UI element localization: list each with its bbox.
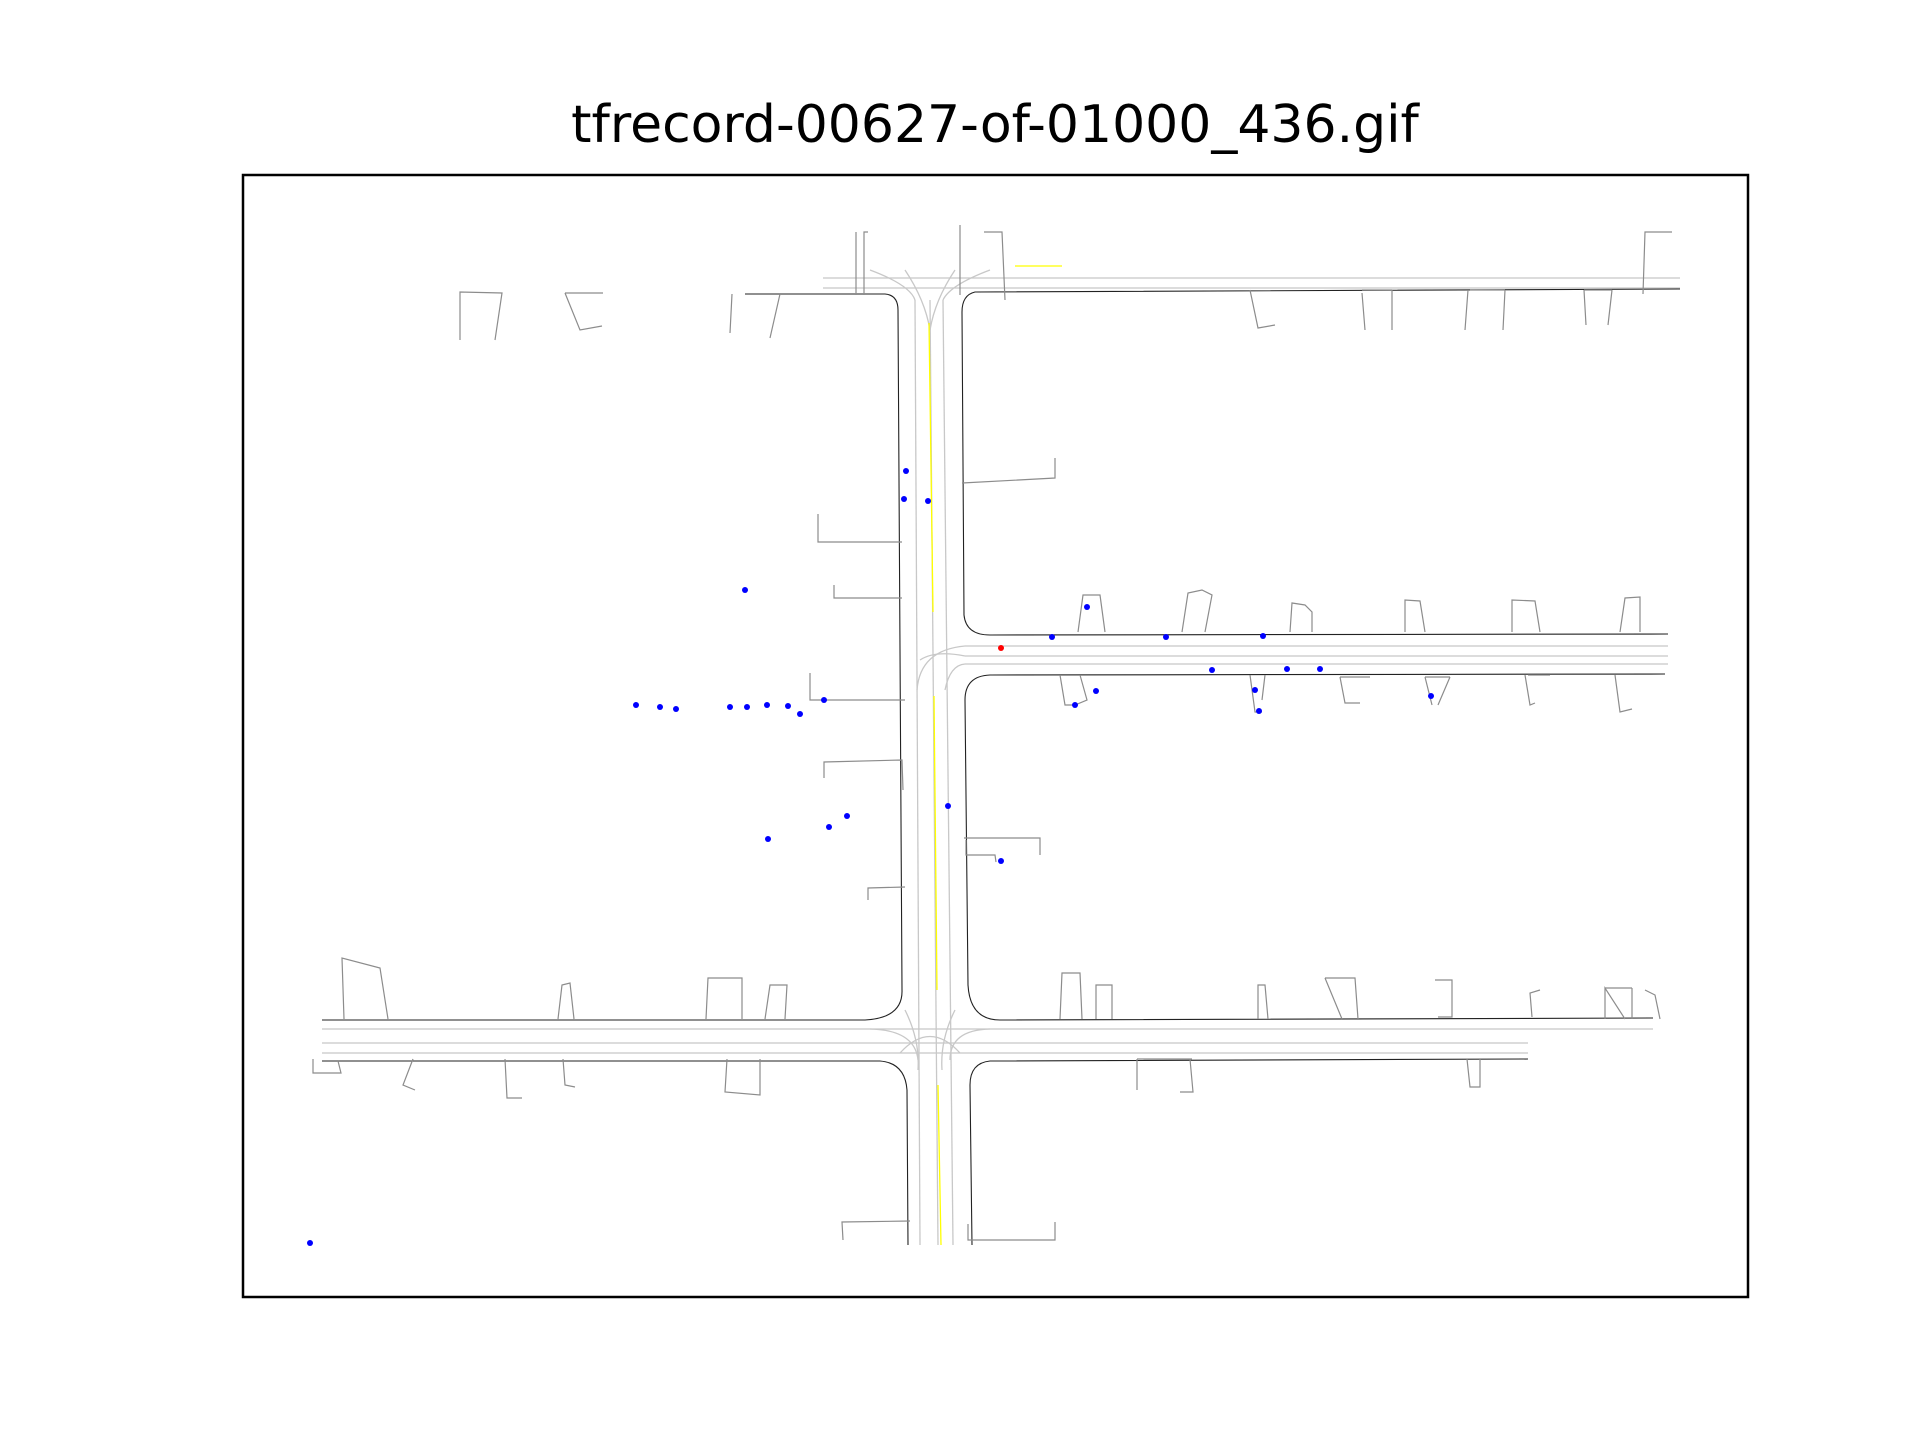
agent-marker	[1256, 708, 1262, 714]
agent-marker	[1093, 688, 1099, 694]
agent-marker	[1260, 633, 1266, 639]
plot-frame	[241, 173, 1750, 1299]
agent-marker	[925, 498, 931, 504]
agent-marker	[673, 706, 679, 712]
agent-marker	[821, 697, 827, 703]
agent-marker	[1049, 634, 1055, 640]
agent-marker	[1209, 667, 1215, 673]
agent-marker	[1284, 666, 1290, 672]
agent-marker	[742, 587, 748, 593]
agent-marker	[1072, 702, 1078, 708]
agent-marker	[765, 836, 771, 842]
agent-marker	[945, 803, 951, 809]
ego-marker	[998, 645, 1004, 651]
road-edges	[322, 288, 1681, 1246]
crosswalk-stubs	[312, 225, 1672, 1241]
agent-marker	[901, 496, 907, 502]
agent-marker	[998, 858, 1004, 864]
agent-marker	[1252, 687, 1258, 693]
agent-marker	[633, 702, 639, 708]
agent-marker	[1317, 666, 1323, 672]
agent-marker	[785, 703, 791, 709]
agent-marker	[903, 468, 909, 474]
agent-marker	[844, 813, 850, 819]
agent-marker	[1163, 634, 1169, 640]
agents-layer	[307, 468, 1434, 1246]
agent-marker	[1428, 693, 1434, 699]
agent-marker	[797, 711, 803, 717]
agent-marker	[727, 704, 733, 710]
agent-marker	[826, 824, 832, 830]
agent-marker	[307, 1240, 313, 1246]
yellow-lines	[928, 265, 1062, 1246]
plot-title: tfrecord-00627-of-01000_436.gif	[571, 95, 1419, 155]
agent-marker	[1084, 604, 1090, 610]
agent-marker	[744, 704, 750, 710]
agent-marker	[764, 702, 770, 708]
agent-marker	[657, 704, 663, 710]
lane-centerlines	[322, 269, 1680, 1246]
